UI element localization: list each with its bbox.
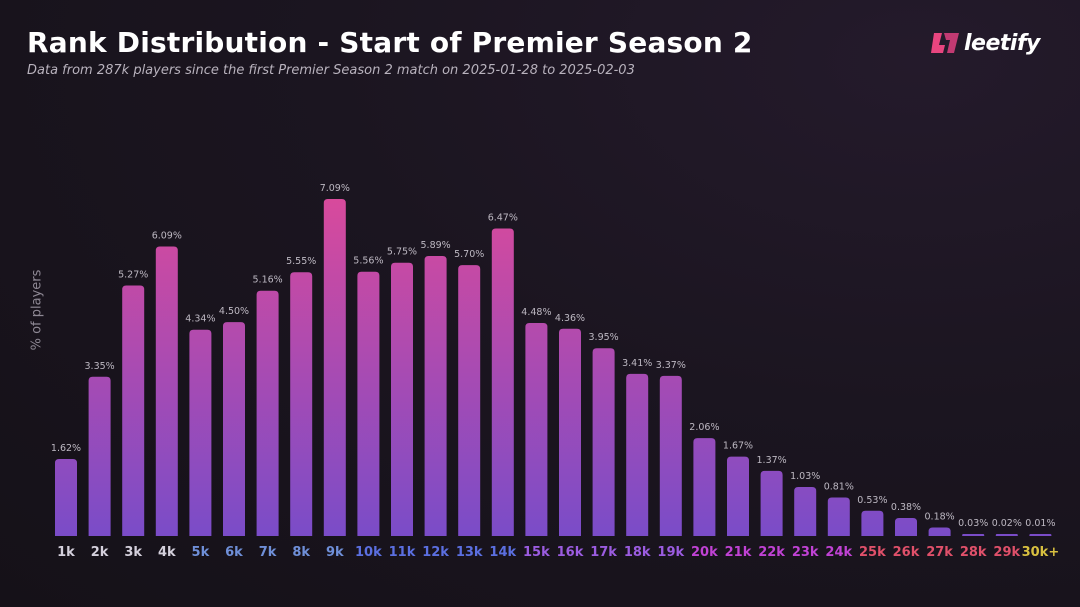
x-tick-label: 16k <box>557 545 584 560</box>
bar-22k <box>760 470 783 536</box>
bar-1k <box>55 458 77 536</box>
bar-9k <box>323 199 346 536</box>
value-label: 0.38% <box>891 502 921 513</box>
x-tick-label: 18k <box>624 545 651 560</box>
x-tick-label: 10k <box>355 545 382 560</box>
bar-29k <box>995 534 1018 536</box>
bar-25k <box>861 510 884 536</box>
value-label: 3.37% <box>656 360 686 371</box>
value-label: 5.70% <box>454 249 484 260</box>
leetify-logo-icon <box>931 33 959 53</box>
brand-logo: leetify <box>930 29 1040 57</box>
x-tick-label: 9k <box>326 545 344 560</box>
bar-8k <box>290 272 313 536</box>
bar-2k <box>88 376 111 536</box>
x-tick-label: 12k <box>422 545 449 560</box>
x-tick-label: 8k <box>292 545 310 560</box>
logo-text: leetify <box>964 30 1040 56</box>
x-tick-label: 1k <box>57 545 75 560</box>
x-tick-label: 21k <box>725 545 752 560</box>
value-label: 0.01% <box>1025 518 1055 529</box>
bar-3k <box>122 285 145 536</box>
bar-7k <box>256 290 279 536</box>
bar-19k <box>659 375 682 536</box>
bar-18k <box>626 373 649 536</box>
bar-23k <box>794 487 817 536</box>
bar-11k <box>391 262 413 536</box>
value-label: 4.34% <box>185 314 215 325</box>
x-tick-label: 13k <box>456 545 483 560</box>
x-tick-label: 5k <box>192 545 210 560</box>
bar-14k <box>491 228 514 537</box>
x-tick-label: 11k <box>389 545 416 560</box>
value-label: 3.35% <box>85 361 115 372</box>
value-label: 3.95% <box>589 332 619 343</box>
value-label: 2.06% <box>689 422 719 433</box>
value-labels-group: 1.62% 3.35% 5.27% 6.09% 4.34% 4.50% 5.16%5.55%… <box>51 183 1056 529</box>
value-label: 0.53% <box>857 495 887 506</box>
x-tick-label: 17k <box>590 545 617 560</box>
value-label: 3.41% <box>622 358 652 369</box>
x-tick-label: 26k <box>893 545 920 560</box>
x-tick-label: 2k <box>91 545 109 560</box>
x-tick-label: 30k+ <box>1022 545 1060 560</box>
x-tick-label: 15k <box>523 545 550 560</box>
value-label: 4.50% <box>219 306 249 317</box>
bar-6k <box>223 322 245 536</box>
x-tick-label: 28k <box>960 545 987 560</box>
bar-30k+ <box>1029 534 1052 536</box>
x-tick-label: 3k <box>124 545 142 560</box>
page-title: Rank Distribution - Start of Premier Sea… <box>27 26 753 59</box>
value-label: 6.47% <box>488 212 518 223</box>
bar-21k <box>727 456 749 536</box>
bar-27k <box>928 527 951 536</box>
value-label: 1.03% <box>790 471 820 482</box>
x-tick-label: 25k <box>859 545 886 560</box>
value-label: 5.56% <box>353 256 383 267</box>
bar-12k <box>424 256 447 536</box>
bar-24k <box>827 497 850 536</box>
bar-16k <box>559 328 581 536</box>
x-tick-labels-group: 1k 2k 3k 4k 5k 6k 7k 8k 9k 10k 11k 12k 13k 14k 15k 16k 1… <box>57 545 1059 560</box>
bar-13k <box>458 265 481 536</box>
value-label: 5.55% <box>286 256 316 267</box>
bar-10k <box>357 271 380 536</box>
bar-26k <box>895 517 917 536</box>
bar-28k <box>962 534 985 536</box>
x-tick-label: 14k <box>489 545 516 560</box>
page-subtitle: Data from 287k players since the first P… <box>27 63 635 78</box>
value-label: 5.75% <box>387 247 417 258</box>
x-tick-label: 22k <box>758 545 785 560</box>
value-label: 0.02% <box>992 518 1022 529</box>
value-label: 7.09% <box>320 183 350 194</box>
x-tick-label: 23k <box>792 545 819 560</box>
value-label: 4.36% <box>555 313 585 324</box>
value-label: 0.18% <box>925 511 955 522</box>
value-label: 5.27% <box>118 270 148 281</box>
x-tick-label: 4k <box>158 545 176 560</box>
value-label: 1.62% <box>51 443 81 454</box>
x-tick-label: 20k <box>691 545 718 560</box>
value-label: 1.67% <box>723 441 753 452</box>
value-label: 0.81% <box>824 481 854 492</box>
x-tick-label: 7k <box>259 545 277 560</box>
x-tick-label: 6k <box>225 545 243 560</box>
x-tick-label: 19k <box>657 545 684 560</box>
bar-20k <box>693 438 716 536</box>
x-tick-label: 29k <box>993 545 1020 560</box>
bars-group <box>55 199 1052 537</box>
bar-4k <box>155 246 178 536</box>
bar-5k <box>189 329 212 536</box>
x-tick-label: 27k <box>926 545 953 560</box>
value-label: 1.37% <box>757 455 787 466</box>
value-label: 5.16% <box>253 275 283 286</box>
bar-15k <box>525 323 548 536</box>
value-label: 4.48% <box>521 307 551 318</box>
bar-17k <box>592 348 615 536</box>
x-tick-label: 24k <box>825 545 852 560</box>
value-label: 5.89% <box>421 240 451 251</box>
value-label: 0.03% <box>958 518 988 529</box>
value-label: 6.09% <box>152 231 182 242</box>
